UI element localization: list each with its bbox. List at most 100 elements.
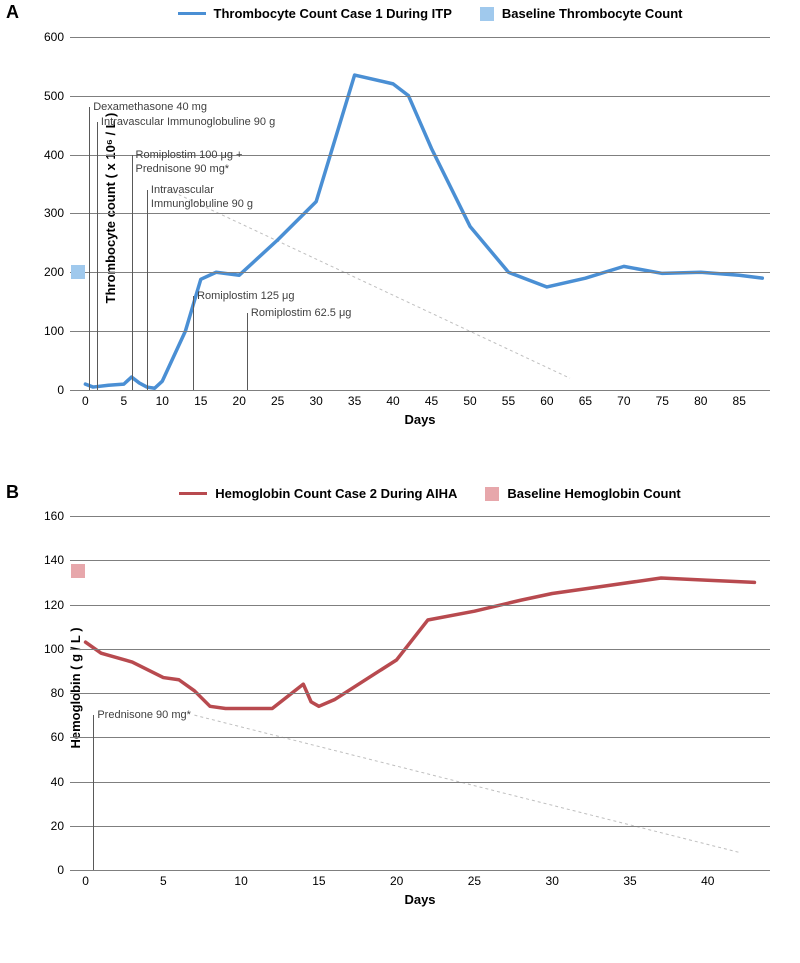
ytick-label: 200 (30, 265, 70, 279)
gridline (70, 870, 770, 871)
gridline (70, 737, 770, 738)
panel-b-label: B (6, 482, 19, 503)
gridline (70, 272, 770, 273)
ytick-label: 40 (30, 775, 70, 789)
gridline (70, 516, 770, 517)
ytick-label: 80 (30, 686, 70, 700)
annotation-label: Prednisone 90 mg* (97, 709, 191, 721)
baseline-marker (71, 564, 85, 578)
gridline (70, 649, 770, 650)
xtick-label: 40 (701, 870, 714, 888)
xtick-label: 25 (271, 390, 284, 408)
xtick-label: 65 (579, 390, 592, 408)
gridline (70, 96, 770, 97)
xtick-label: 15 (194, 390, 207, 408)
panel-b-legend: Hemoglobin Count Case 2 During AIHA Base… (60, 480, 800, 505)
xtick-label: 50 (463, 390, 476, 408)
xtick-label: 0 (82, 390, 89, 408)
legend-baseline-a-label: Baseline Thrombocyte Count (502, 6, 683, 21)
xtick-label: 35 (623, 870, 636, 888)
legend-square-icon (480, 7, 494, 21)
xtick-label: 70 (617, 390, 630, 408)
annotation-label: Intravascular Immunoglobuline 90 g (101, 116, 275, 128)
xtick-label: 30 (546, 870, 559, 888)
panel-b: B Hemoglobin Count Case 2 During AIHA Ba… (0, 480, 800, 960)
legend-series-a-label: Thrombocyte Count Case 1 During ITP (214, 6, 452, 21)
ytick-label: 140 (30, 553, 70, 567)
xtick-label: 30 (309, 390, 322, 408)
panel-a-legend: Thrombocyte Count Case 1 During ITP Base… (60, 0, 800, 25)
annotation-line (93, 715, 94, 870)
ytick-label: 300 (30, 206, 70, 220)
legend-series-b: Hemoglobin Count Case 2 During AIHA (179, 486, 457, 501)
ytick-label: 500 (30, 89, 70, 103)
plot-a: Thrombocyte count ( x 10⁶ / L ) Days 010… (70, 25, 770, 390)
gridline (70, 826, 770, 827)
xtick-label: 0 (82, 870, 89, 888)
gridline (70, 213, 770, 214)
xtick-label: 20 (233, 390, 246, 408)
xtick-label: 35 (348, 390, 361, 408)
legend-baseline-b-label: Baseline Hemoglobin Count (507, 486, 680, 501)
annotation-label: Prednisone 90 mg* (136, 163, 230, 175)
xtick-label: 75 (656, 390, 669, 408)
ytick-label: 0 (30, 383, 70, 397)
annotation-line (132, 155, 133, 390)
ytick-label: 60 (30, 730, 70, 744)
xtick-label: 10 (156, 390, 169, 408)
plot-b: Hemoglobin ( g / L ) Days 02040608010012… (70, 505, 770, 870)
xtick-label: 5 (160, 870, 167, 888)
ytick-label: 400 (30, 148, 70, 162)
series-line (86, 578, 755, 709)
xtick-label: 10 (234, 870, 247, 888)
ytick-label: 160 (30, 509, 70, 523)
dashed-guide (162, 187, 570, 378)
annotation-label: Dexamethasone 40 mg (93, 101, 207, 113)
xtick-label: 15 (312, 870, 325, 888)
annotation-line (147, 190, 148, 390)
legend-baseline-b: Baseline Hemoglobin Count (485, 486, 680, 501)
xlabel-b: Days (404, 870, 435, 907)
xtick-label: 55 (502, 390, 515, 408)
xtick-label: 60 (540, 390, 553, 408)
legend-line-icon (178, 12, 206, 15)
gridline (70, 782, 770, 783)
gridline (70, 331, 770, 332)
gridline (70, 693, 770, 694)
chart-area-a: Thrombocyte count ( x 10⁶ / L ) Days 010… (70, 25, 780, 390)
annotation-line (247, 313, 248, 390)
xtick-label: 5 (121, 390, 128, 408)
xtick-label: 45 (425, 390, 438, 408)
ytick-label: 20 (30, 819, 70, 833)
gridline (70, 605, 770, 606)
panel-a-label: A (6, 2, 19, 23)
annotation-label: Romiplostim 62.5 μg (251, 307, 352, 319)
ytick-label: 600 (30, 30, 70, 44)
legend-series-b-label: Hemoglobin Count Case 2 During AIHA (215, 486, 457, 501)
legend-series-a: Thrombocyte Count Case 1 During ITP (178, 6, 452, 21)
annotation-line (193, 296, 194, 390)
ytick-label: 100 (30, 324, 70, 338)
annotation-line (89, 107, 90, 390)
legend-line-icon (179, 492, 207, 495)
ytick-label: 120 (30, 598, 70, 612)
annotation-label: Romiplostim 100 μg + (136, 149, 243, 161)
gridline (70, 37, 770, 38)
xtick-label: 40 (386, 390, 399, 408)
legend-baseline-a: Baseline Thrombocyte Count (480, 6, 683, 21)
annotation-label: Intravascular (151, 184, 214, 196)
xtick-label: 20 (390, 870, 403, 888)
annotation-label: Romiplostim 125 μg (197, 290, 294, 302)
baseline-marker (71, 265, 85, 279)
ytick-label: 0 (30, 863, 70, 877)
chart-area-b: Hemoglobin ( g / L ) Days 02040608010012… (70, 505, 780, 870)
annotation-label: Immunglobuline 90 g (151, 198, 253, 210)
dashed-guide (194, 715, 738, 852)
ytick-label: 100 (30, 642, 70, 656)
legend-square-icon (485, 487, 499, 501)
gridline (70, 560, 770, 561)
panel-a: A Thrombocyte Count Case 1 During ITP Ba… (0, 0, 800, 480)
xtick-label: 85 (733, 390, 746, 408)
xtick-label: 25 (468, 870, 481, 888)
annotation-line (97, 122, 98, 390)
